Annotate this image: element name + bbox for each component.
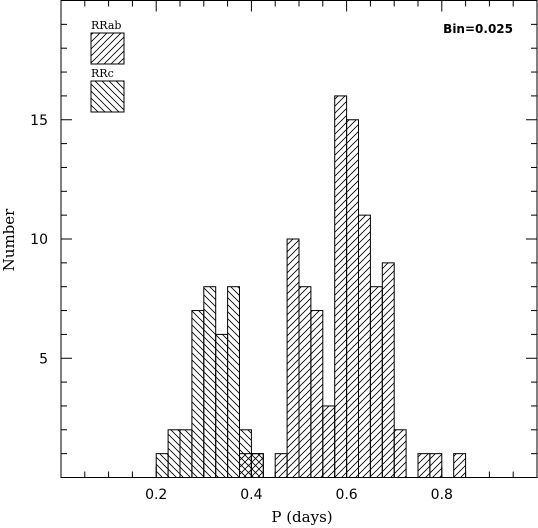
rrab-bar — [250, 453, 264, 478]
y-tick-label: 15 — [30, 113, 48, 129]
rrab-bars — [239, 95, 467, 479]
rrc-bar — [155, 453, 169, 478]
legend-swatch-rrab — [90, 32, 125, 65]
x-tick-label: 0.4 — [240, 487, 262, 503]
x-tick-label: 0.8 — [431, 487, 453, 503]
rrab-bar — [298, 286, 312, 479]
x-axis: 0.2 0.4 0.6 0.8 — [84, 0, 514, 503]
rrc-bar — [227, 286, 241, 479]
y-axis-title: Number — [0, 208, 18, 271]
rrab-bar — [334, 95, 348, 479]
rrc-bars — [155, 286, 264, 479]
rrab-bar — [429, 453, 443, 478]
rrab-bar — [358, 214, 371, 478]
rrab-bar — [453, 453, 467, 478]
rrc-bar — [179, 429, 193, 478]
rrc-bar — [215, 333, 229, 478]
rrab-bar — [369, 286, 383, 479]
legend-label-rrab: RRab — [91, 19, 121, 32]
legend: RRab RRc — [90, 19, 125, 113]
rrab-bar — [286, 238, 300, 478]
rrab-bar — [346, 119, 360, 478]
y-tick-label: 5 — [39, 351, 48, 367]
rrc-bar — [167, 429, 181, 478]
rrab-bar — [393, 429, 407, 478]
x-tick-label: 0.2 — [145, 487, 167, 503]
legend-label-rrc: RRc — [91, 67, 114, 80]
rrc-bar — [203, 286, 217, 479]
rrc-bar — [191, 310, 205, 478]
rrab-bar — [322, 405, 336, 479]
rrab-bar — [381, 262, 395, 478]
rrab-bar — [239, 453, 252, 478]
rrab-bar — [274, 453, 288, 478]
x-tick-label: 0.6 — [335, 487, 357, 503]
x-axis-title: P (days) — [271, 508, 332, 526]
legend-swatch-rrc — [90, 80, 125, 113]
rrab-bar — [310, 310, 324, 478]
y-axis: 5 10 15 — [30, 23, 537, 455]
bin-annotation: Bin=0.025 — [443, 22, 513, 36]
y-tick-label: 10 — [30, 232, 48, 248]
rrab-bar — [417, 453, 431, 478]
